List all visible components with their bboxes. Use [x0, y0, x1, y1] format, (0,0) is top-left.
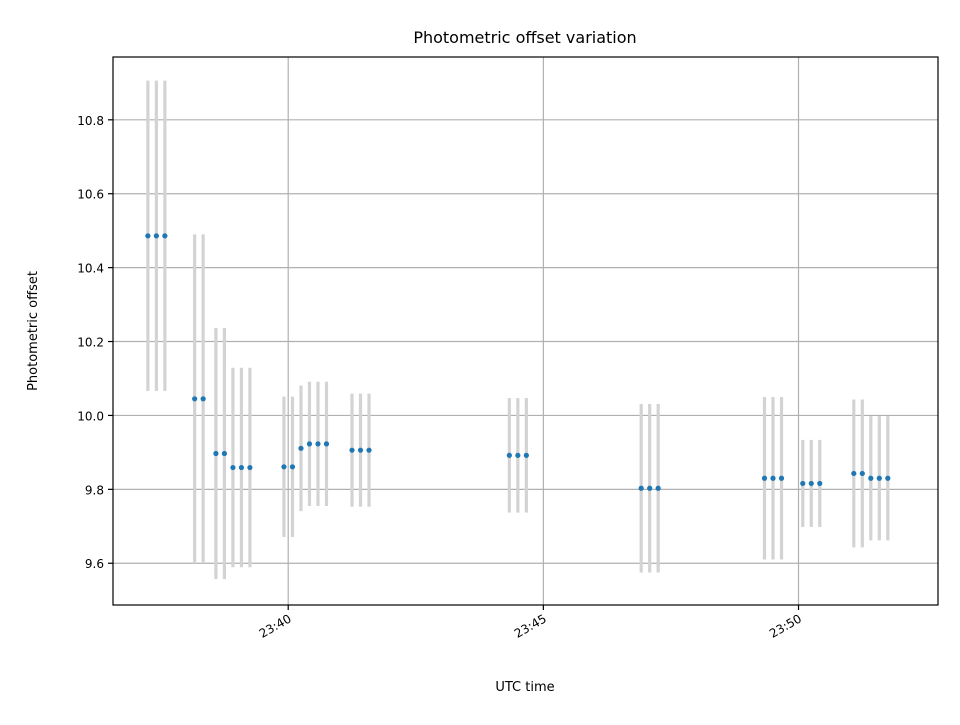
data-point: [515, 452, 521, 458]
data-point: [221, 450, 228, 457]
data-point: [238, 464, 245, 471]
y-tick-label: 10.6: [77, 188, 104, 202]
point-layer: [145, 233, 891, 491]
y-axis-label: Photometric offset: [26, 271, 41, 391]
x-axis-label: UTC time: [495, 680, 554, 695]
data-point: [523, 452, 529, 458]
data-point: [247, 464, 253, 471]
data-point: [770, 475, 776, 481]
y-tick-label: 10.4: [77, 262, 104, 276]
data-point: [876, 475, 882, 481]
data-point: [366, 447, 372, 453]
y-tick-label: 9.8: [85, 483, 104, 497]
data-point: [306, 441, 313, 447]
data-point: [859, 470, 865, 477]
data-point: [868, 475, 874, 481]
data-point: [349, 447, 355, 453]
data-point: [281, 464, 287, 470]
data-point: [851, 470, 857, 477]
data-point: [506, 452, 512, 458]
data-point: [800, 480, 806, 487]
y-tick-label: 9.6: [85, 557, 104, 571]
data-point: [817, 480, 823, 487]
data-point: [145, 233, 151, 239]
data-point: [162, 233, 168, 239]
y-tick-label: 10.2: [77, 336, 104, 350]
data-point: [230, 464, 236, 471]
data-point: [357, 447, 364, 453]
data-point: [323, 441, 330, 447]
chart-title: Photometric offset variation: [413, 28, 636, 47]
plot-frame: [112, 56, 939, 606]
data-point: [638, 485, 644, 491]
data-point: [153, 233, 159, 239]
data-point: [778, 475, 785, 481]
data-point: [315, 441, 321, 447]
data-point: [761, 475, 768, 481]
data-point: [655, 485, 661, 491]
data-point: [298, 445, 304, 451]
data-point: [647, 485, 653, 491]
data-point: [885, 475, 891, 481]
y-tick-label: 10.0: [77, 409, 104, 423]
y-tick-label: 10.8: [77, 114, 104, 128]
data-point: [200, 396, 206, 402]
data-point: [213, 450, 219, 457]
data-point: [808, 480, 814, 487]
data-point: [289, 464, 296, 470]
data-point: [192, 396, 198, 402]
